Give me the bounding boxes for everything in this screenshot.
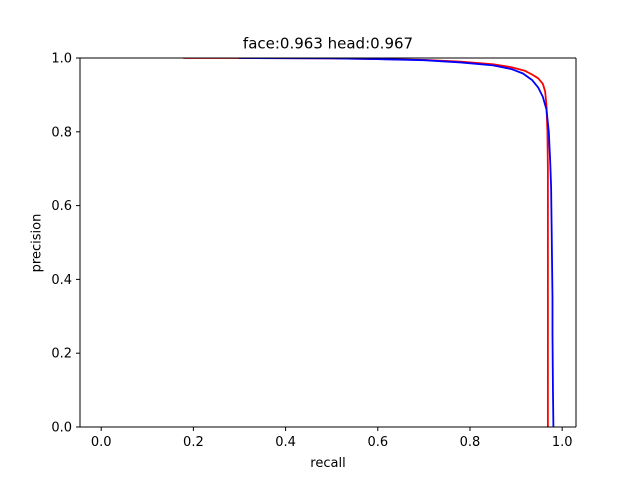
series-layer — [183, 58, 555, 427]
y-tick-label: 0.4 — [51, 273, 72, 288]
x-tick-label: 1.0 — [552, 435, 573, 450]
y-axis-label: precision — [30, 214, 45, 273]
x-tick-label: 0.4 — [275, 435, 296, 450]
y-tick-label: 0.8 — [51, 125, 72, 140]
plot-area — [80, 58, 576, 427]
x-tick-label: 0.0 — [91, 435, 112, 450]
axes-layer: 0.0 0.2 0.4 0.6 0.8 1.0 0.0 0.2 0.4 0.6 0.8 1.0 — [51, 52, 577, 450]
y-tick-label: 0.2 — [51, 347, 72, 362]
plot-background — [80, 58, 576, 427]
series-line-blue — [238, 58, 555, 427]
y-tick-label: 1.0 — [51, 52, 72, 67]
x-tick-label: 0.2 — [183, 435, 204, 450]
x-tick-label: 0.6 — [367, 435, 388, 450]
y-tick-label: 0.6 — [51, 199, 72, 214]
x-axis-label: recall — [310, 456, 345, 471]
y-tick-label: 0.0 — [51, 421, 72, 436]
x-tick-label: 0.8 — [460, 435, 481, 450]
chart-title: face:0.963 head:0.967 — [243, 35, 413, 53]
